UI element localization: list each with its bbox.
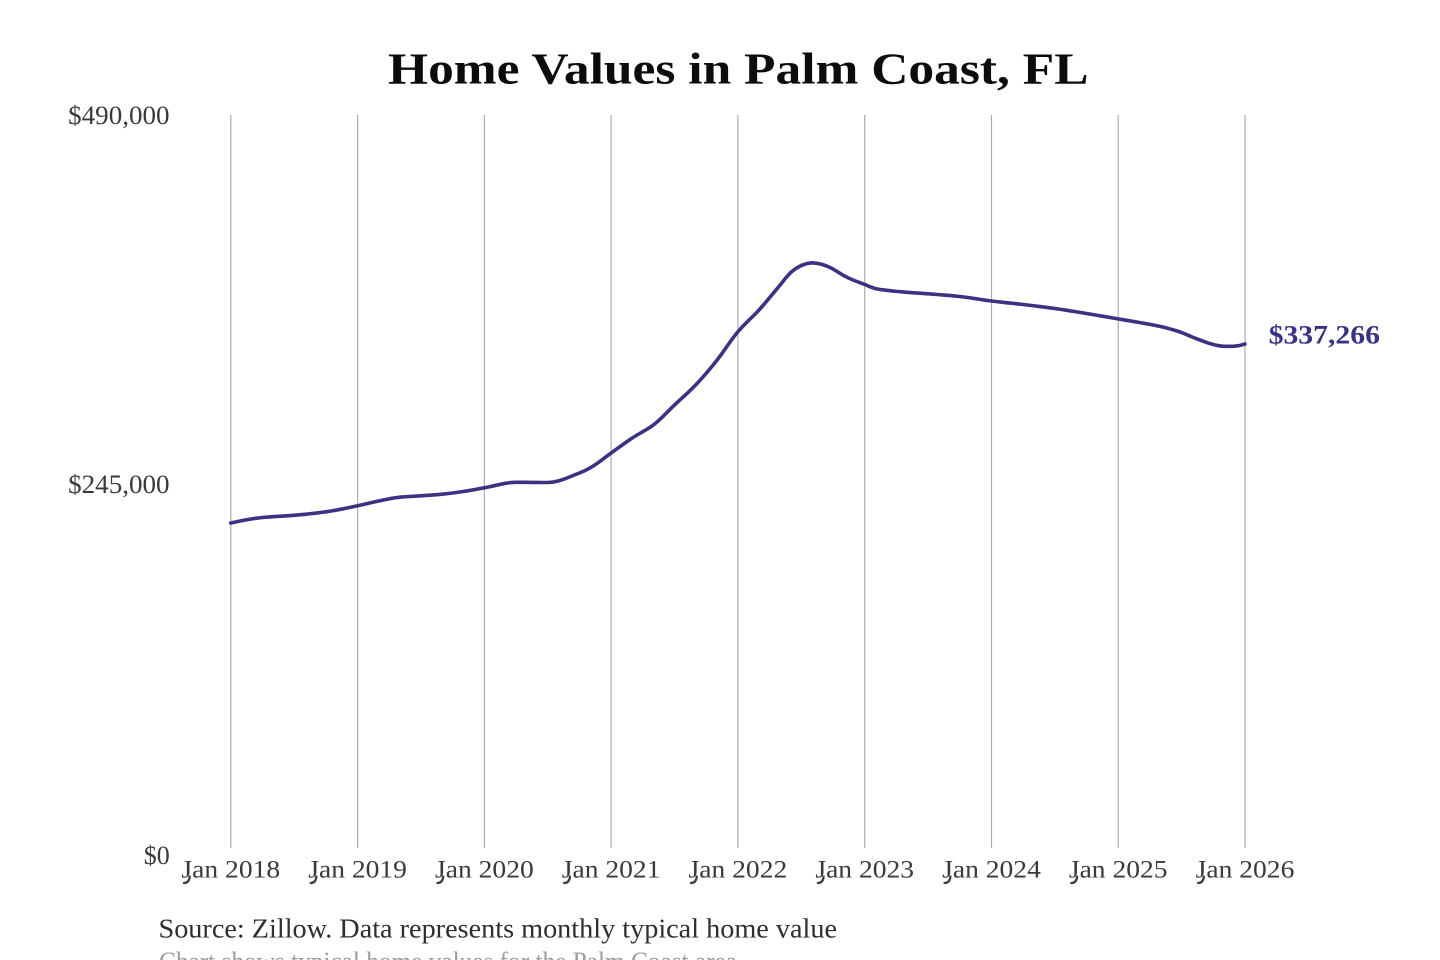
svg-text:Jan 2018: Jan 2018 bbox=[181, 857, 280, 884]
svg-text:Source: Zillow. Data represent: Source: Zillow. Data represents monthly … bbox=[159, 914, 838, 944]
svg-text:Jan 2026: Jan 2026 bbox=[1196, 857, 1295, 884]
svg-text:Jan 2020: Jan 2020 bbox=[435, 857, 534, 884]
svg-text:Jan 2025: Jan 2025 bbox=[1069, 857, 1168, 884]
svg-text:Jan 2023: Jan 2023 bbox=[815, 857, 914, 884]
svg-text:Chart shows typical home value: Chart shows typical home values for the … bbox=[159, 947, 737, 960]
svg-text:$490,000: $490,000 bbox=[68, 101, 170, 130]
svg-text:$0: $0 bbox=[144, 841, 170, 870]
svg-text:Home Values in Palm Coast, FL: Home Values in Palm Coast, FL bbox=[388, 45, 1089, 94]
svg-text:$245,000: $245,000 bbox=[68, 470, 170, 499]
svg-text:Jan 2021: Jan 2021 bbox=[562, 857, 661, 884]
svg-text:Jan 2022: Jan 2022 bbox=[689, 857, 788, 884]
svg-text:Jan 2024: Jan 2024 bbox=[942, 857, 1041, 884]
svg-text:$337,266: $337,266 bbox=[1269, 321, 1380, 350]
svg-text:Jan 2019: Jan 2019 bbox=[308, 857, 407, 884]
